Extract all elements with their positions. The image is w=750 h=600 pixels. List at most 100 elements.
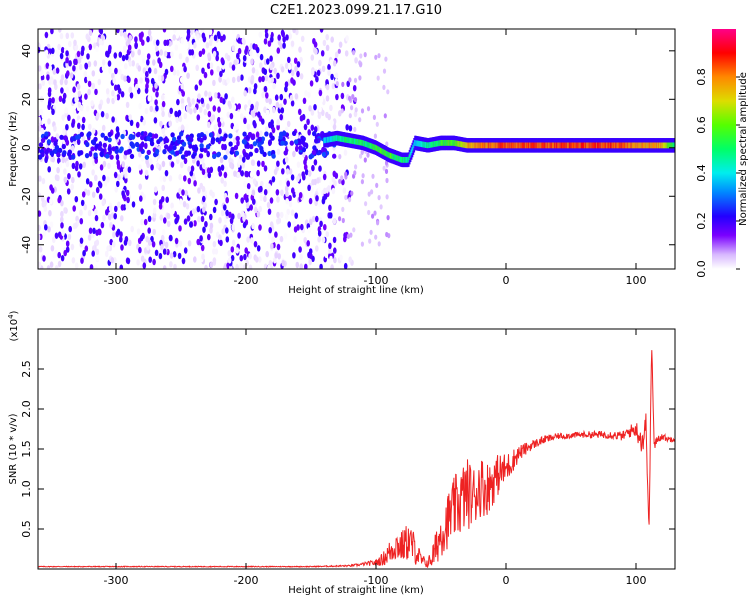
noise-cell	[111, 72, 115, 80]
noise-cell	[226, 111, 231, 118]
noise-cell	[51, 156, 55, 163]
noise-cell	[50, 29, 54, 35]
noise-cell	[96, 112, 100, 119]
noise-cell	[49, 197, 53, 205]
noise-cell	[116, 94, 121, 101]
noise-band-cell	[193, 146, 199, 152]
y-tick-label: 1.5	[20, 440, 33, 458]
ridge-cell	[627, 142, 629, 149]
ridge-cell	[494, 142, 497, 149]
noise-cell	[285, 198, 289, 205]
noise-cell	[144, 87, 149, 94]
noise-cell	[386, 89, 390, 95]
noise-cell	[151, 241, 156, 248]
noise-cell	[236, 171, 241, 179]
noise-cell	[175, 116, 179, 124]
ridge-cell	[645, 142, 648, 149]
noise-cell	[150, 77, 155, 85]
noise-cell	[318, 165, 322, 172]
noise-cell	[363, 157, 367, 163]
noise-band-cell	[234, 150, 240, 156]
noise-cell	[288, 200, 293, 208]
ridge-cell	[660, 142, 663, 149]
noise-cell	[377, 53, 381, 59]
noise-cell	[137, 65, 142, 72]
noise-band-cell	[189, 137, 194, 143]
noise-cell	[269, 55, 273, 62]
noise-cell	[299, 73, 304, 80]
noise-cell	[197, 187, 201, 194]
noise-cell	[318, 201, 322, 208]
noise-cell	[225, 209, 229, 217]
noise-cell	[123, 239, 128, 246]
noise-band-cell	[53, 140, 58, 147]
noise-cell	[243, 193, 247, 201]
noise-cell	[123, 75, 127, 82]
noise-cell	[320, 50, 325, 57]
noise-cell	[284, 85, 288, 93]
noise-cell	[60, 200, 64, 207]
noise-band-cell	[168, 145, 173, 151]
noise-cell	[122, 248, 127, 255]
noise-cell	[207, 52, 211, 59]
noise-cell	[348, 113, 352, 119]
noise-cell	[306, 118, 310, 126]
noise-cell	[107, 60, 112, 67]
snr-y-multiplier: (x104)	[7, 310, 20, 341]
noise-band-cell	[140, 135, 145, 141]
noise-cell	[166, 220, 171, 228]
noise-cell	[81, 123, 85, 131]
noise-cell	[74, 44, 79, 51]
noise-cell	[77, 57, 82, 64]
noise-band-cell	[114, 148, 119, 154]
noise-cell	[129, 92, 134, 99]
noise-cell	[208, 91, 212, 98]
noise-cell	[47, 87, 52, 94]
noise-cell	[214, 198, 218, 206]
noise-cell	[41, 79, 46, 87]
noise-cell	[246, 236, 250, 243]
noise-cell	[78, 163, 83, 170]
noise-band-cell	[109, 154, 114, 160]
noise-cell	[46, 265, 51, 269]
ridge-cell	[387, 151, 390, 158]
noise-cell	[343, 262, 348, 269]
noise-band-cell	[228, 133, 233, 139]
noise-cell	[93, 60, 98, 67]
noise-cell	[299, 253, 303, 260]
noise-cell	[48, 210, 52, 217]
noise-cell	[231, 96, 235, 103]
noise-cell	[45, 62, 50, 69]
noise-cell	[152, 228, 156, 236]
ridge-cell	[468, 142, 471, 149]
noise-cell	[102, 160, 107, 168]
noise-cell	[47, 166, 51, 173]
noise-cell	[58, 29, 62, 33]
noise-cell	[323, 224, 327, 231]
noise-cell	[55, 133, 60, 140]
noise-cell	[385, 177, 389, 184]
noise-cell	[113, 213, 117, 220]
noise-cell	[339, 254, 343, 261]
noise-cell	[265, 109, 270, 116]
noise-cell	[201, 168, 206, 176]
noise-cell	[228, 211, 232, 218]
noise-cell	[283, 232, 288, 240]
noise-cell	[181, 257, 186, 265]
noise-band-cell	[249, 133, 255, 139]
noise-band-cell	[144, 154, 150, 160]
noise-cell	[285, 190, 289, 197]
noise-cell	[254, 206, 258, 214]
noise-cell	[255, 46, 260, 54]
noise-cell	[207, 110, 212, 118]
noise-cell	[376, 220, 380, 226]
noise-cell	[209, 222, 214, 229]
noise-cell	[64, 78, 68, 86]
ridge-cell	[454, 140, 456, 146]
noise-band-cell	[198, 153, 204, 159]
noise-cell	[216, 92, 221, 99]
x-tick-label: -300	[104, 574, 129, 587]
noise-cell	[142, 67, 147, 74]
noise-cell	[237, 37, 242, 44]
noise-cell	[108, 205, 113, 212]
